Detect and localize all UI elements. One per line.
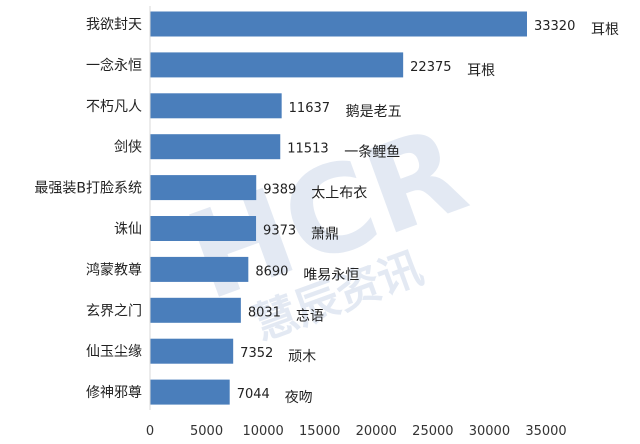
author-label: 鹅是老五 [346,103,402,120]
author-label: 顽木 [288,349,316,365]
x-tick-label: 15000 [299,424,340,439]
bar [150,379,230,405]
value-label: 9373 [263,224,296,239]
value-label: 11513 [287,142,328,157]
bar [150,52,404,78]
x-tick-label: 30000 [469,424,510,439]
bar [150,216,257,241]
bar [150,297,241,323]
value-label: 7044 [237,387,270,402]
category-label: 剑侠 [114,140,142,156]
category-label: 不朽凡人 [86,99,142,115]
bar [150,134,281,160]
author-label: 忘语 [296,308,324,324]
bar [150,93,282,119]
bar [150,256,249,282]
author-label: 夜吻 [285,390,313,406]
bar [150,175,257,201]
category-label: 一念永恒 [86,57,142,74]
category-label: 我欲封天 [86,17,142,33]
x-tick-label: 20000 [356,424,397,439]
value-label: 11637 [289,101,330,116]
author-label: 耳根 [467,63,495,79]
x-tick-label: 0 [146,424,154,439]
x-tick-label: 5000 [190,424,223,439]
x-tick-label: 35000 [525,424,566,439]
bar [150,11,527,37]
author-label: 唯易永恒 [303,267,359,283]
x-axis-ticks: 0 5000 10000 15000 20000 25000 30000 35000 [146,424,567,439]
author-label: 太上布衣 [311,186,367,202]
author-label: 耳根 [591,22,619,38]
category-label: 鸿蒙教尊 [86,261,142,278]
value-label: 22375 [410,60,451,75]
category-label: 仙玉尘缘 [86,344,142,360]
value-label: 8690 [255,264,288,279]
category-label: 玄界之门 [86,302,142,319]
author-label: 萧鼎 [311,227,339,243]
value-label: 8031 [248,305,281,320]
category-label: 最强装B打脸系统 [34,180,142,197]
value-label: 33320 [534,19,575,34]
x-tick-label: 10000 [242,424,283,439]
value-label: 9389 [263,183,296,198]
category-label: 修神邪尊 [86,384,142,401]
author-label: 一条鲤鱼 [344,144,400,161]
category-label: 诛仙 [114,222,142,238]
x-tick-label: 25000 [412,424,453,439]
bar [150,338,234,364]
value-label: 7352 [240,346,273,361]
